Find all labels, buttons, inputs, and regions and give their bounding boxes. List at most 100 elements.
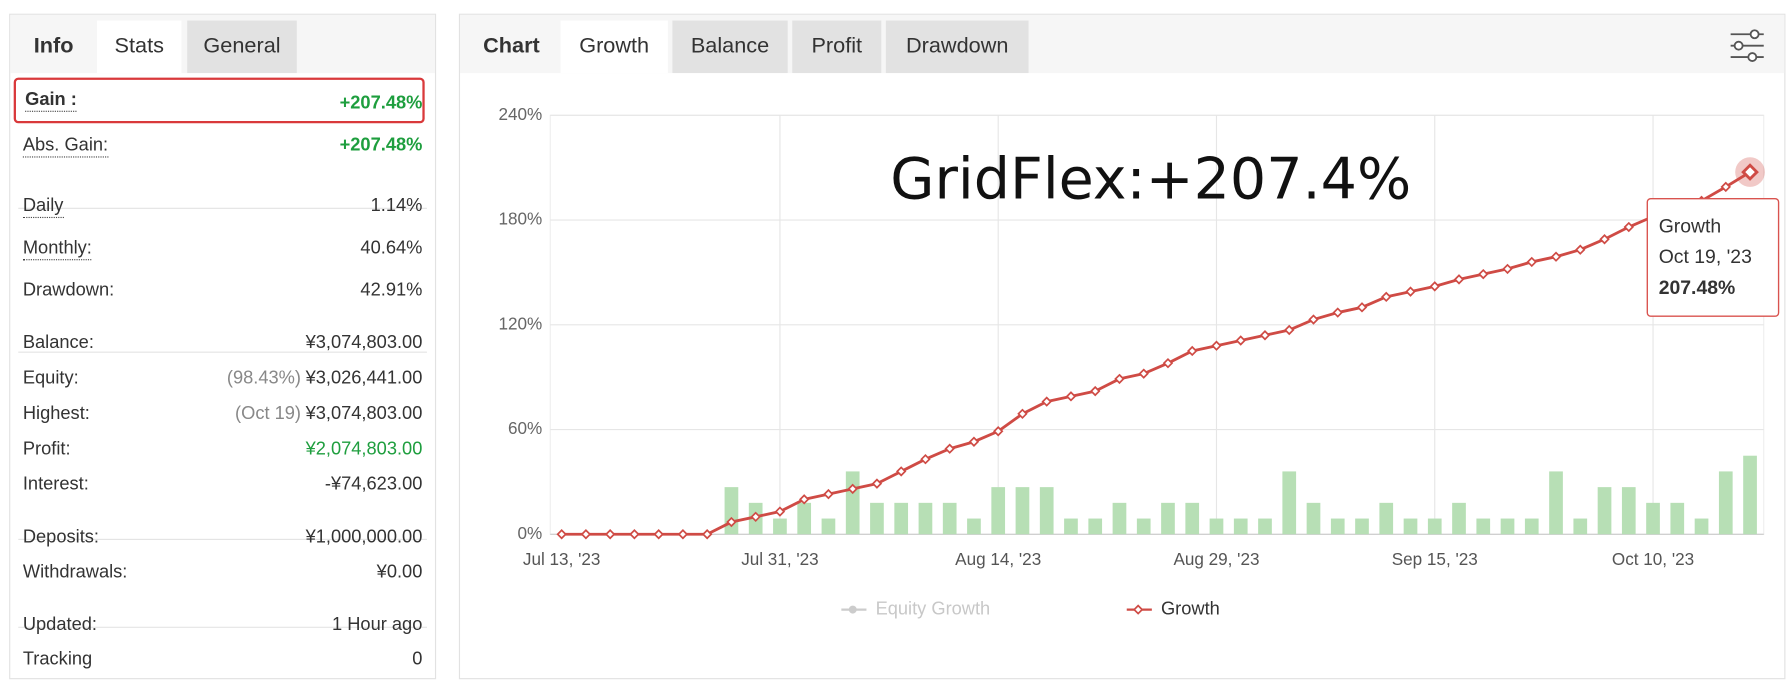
tab[interactable]: Stats	[97, 20, 182, 74]
value-text: -¥74,623.00	[324, 474, 423, 495]
point	[653, 529, 664, 540]
point	[1623, 221, 1634, 233]
info-row: Drawdown: 42.91%	[23, 274, 423, 308]
tab[interactable]: Info	[33, 34, 74, 59]
point	[629, 529, 640, 540]
bar	[1282, 471, 1297, 535]
point	[1211, 340, 1222, 351]
y-tick-label: 240%	[498, 105, 542, 124]
bar	[1694, 518, 1709, 535]
y-tick-label: 60%	[508, 419, 542, 438]
tab[interactable]: Profit	[792, 20, 882, 74]
point	[1284, 324, 1295, 336]
point	[871, 478, 883, 489]
row-value: 1 Hour ago	[332, 615, 422, 636]
point	[580, 529, 592, 540]
point	[847, 483, 858, 495]
highlight-marker	[1741, 163, 1759, 181]
bar	[1621, 487, 1636, 535]
point	[1381, 291, 1392, 303]
value-text: ¥0.00	[376, 562, 423, 583]
row-value: -¥74,623.00	[325, 475, 422, 496]
legend-item[interactable]: Growth	[1126, 597, 1220, 618]
info-row: Gain : +207.48%	[13, 77, 425, 124]
legend-item[interactable]: Equity Growth	[841, 597, 990, 618]
info-row: Withdrawals: ¥0.00	[23, 556, 423, 590]
bar	[894, 502, 909, 535]
info-row: Updated: 1 Hour ago	[23, 608, 423, 642]
point	[1599, 234, 1610, 245]
tab[interactable]: Chart	[483, 34, 540, 59]
bar	[821, 518, 836, 535]
bar	[1524, 518, 1539, 535]
point	[1502, 263, 1513, 275]
point	[1429, 281, 1440, 292]
value-text: ¥1,000,000.00	[305, 527, 423, 547]
value-text: ¥3,074,803.00	[305, 333, 423, 353]
bar	[1088, 518, 1103, 535]
point	[1187, 345, 1198, 357]
point	[1478, 268, 1489, 280]
bar	[1427, 518, 1442, 535]
legend-label: Equity Growth	[876, 597, 991, 618]
info-row: Deposits: ¥1,000,000.00	[23, 521, 423, 555]
bar	[991, 487, 1006, 535]
point	[1453, 274, 1465, 285]
point	[1162, 357, 1174, 369]
point	[726, 516, 737, 528]
tab[interactable]: Drawdown	[885, 20, 1029, 74]
bar	[1718, 471, 1733, 535]
annotation: GridFlex:+207.4%	[890, 146, 1411, 212]
value-text: 0	[412, 649, 423, 669]
filter-icon[interactable]	[1730, 29, 1764, 62]
info-row: Profit: ¥2,074,803.00	[23, 433, 423, 467]
row-value: 1.14%	[371, 196, 423, 217]
value-text: ¥2,074,803.00	[305, 439, 423, 459]
point	[1575, 244, 1586, 255]
bar	[773, 518, 787, 535]
separator	[18, 351, 427, 353]
bar	[1039, 487, 1054, 535]
y-tick-label: 0%	[518, 524, 543, 543]
separator	[18, 538, 427, 540]
bar	[942, 502, 957, 535]
legend-label: Growth	[1161, 597, 1220, 618]
value-text: ¥3,026,441.00	[305, 368, 423, 389]
row-value: +207.48%	[340, 136, 423, 157]
bar	[1452, 502, 1466, 535]
point	[1308, 314, 1319, 325]
point	[823, 488, 834, 500]
y-tick-label: 180%	[498, 210, 542, 229]
x-tick-label: Oct 10, '23	[1612, 550, 1694, 569]
point	[677, 529, 689, 540]
point	[750, 511, 761, 523]
bar	[1306, 502, 1321, 535]
row-label: Equity:	[22, 368, 79, 389]
tab[interactable]: Growth	[560, 20, 668, 74]
info-row: Balance: ¥3,074,803.00	[23, 326, 423, 360]
point	[1041, 396, 1052, 407]
tab[interactable]: General	[187, 20, 297, 74]
info-row: Equity: (98.43%) ¥3,026,441.00	[23, 362, 423, 396]
row-label: Profit:	[22, 439, 71, 459]
bar	[1136, 518, 1151, 535]
bar	[1258, 518, 1272, 535]
value-text: 42.91%	[360, 280, 423, 301]
tooltip-series: Growth	[1659, 215, 1722, 237]
x-tick-label: Jul 31, '23	[741, 550, 818, 569]
info-row: Interest: -¥74,623.00	[23, 468, 423, 502]
point	[556, 529, 567, 540]
value-text: +207.48%	[339, 135, 423, 156]
tab[interactable]: Balance	[672, 20, 788, 74]
bar	[1064, 518, 1078, 535]
point	[1405, 286, 1416, 297]
point	[1138, 368, 1149, 379]
row-value: (98.43%) ¥3,026,441.00	[227, 369, 422, 390]
legend-symbol	[848, 605, 857, 614]
point	[701, 529, 713, 540]
row-note: (98.43%)	[226, 368, 302, 389]
value-text: 1.14%	[370, 196, 423, 216]
info-row: Abs. Gain: +207.48%	[22, 129, 423, 163]
bar	[918, 502, 933, 535]
bar	[1161, 502, 1175, 535]
